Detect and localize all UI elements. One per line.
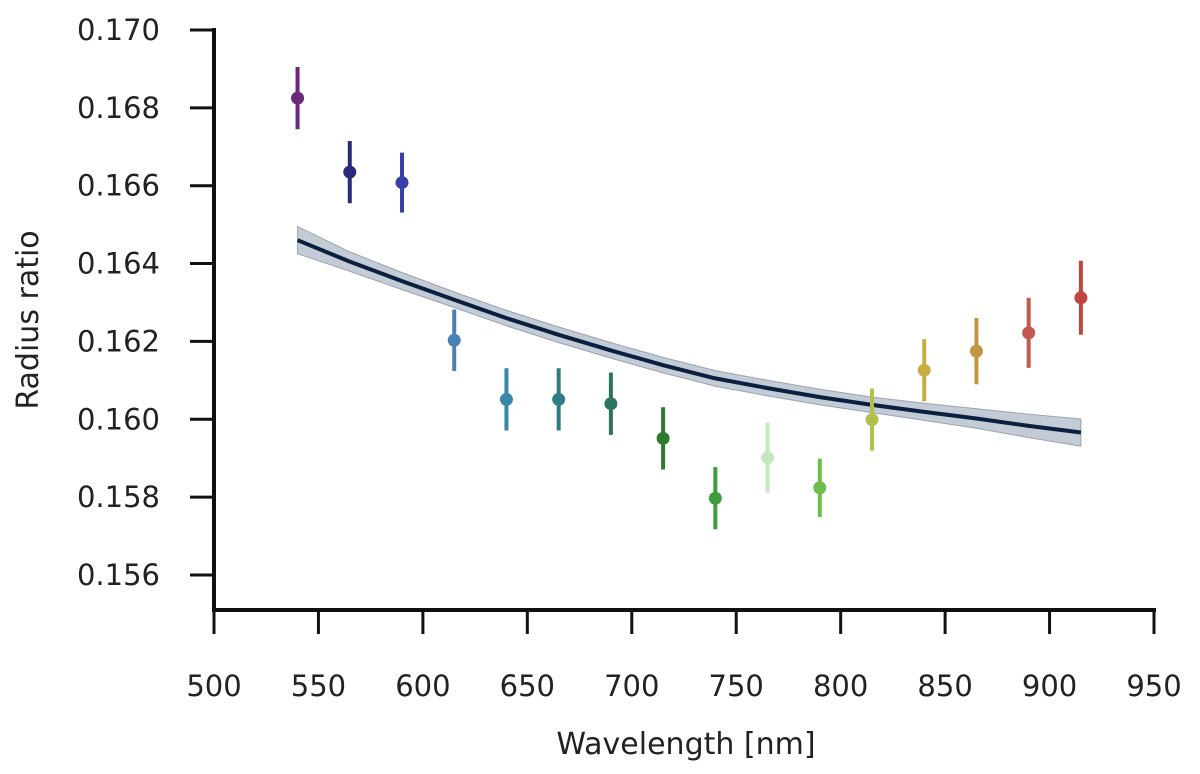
data-point-590 <box>395 152 409 213</box>
data-point-640 <box>499 368 513 431</box>
data-point-840 <box>917 339 931 402</box>
x-tick-label: 550 <box>291 669 346 703</box>
data-marker <box>813 481 827 495</box>
y-tick-label: 0.168 <box>77 91 160 125</box>
data-marker <box>708 491 722 505</box>
data-marker <box>604 397 618 411</box>
x-tick-label: 800 <box>813 669 868 703</box>
y-tick-label: 0.166 <box>77 169 160 203</box>
y-axis-ticks: 0.156 0.158 0.160 0.162 0.164 0.166 0.168 0.170 <box>77 13 214 592</box>
data-point-890 <box>1022 297 1036 368</box>
data-point-815 <box>865 388 879 451</box>
model-uncertainty-band <box>297 225 1082 447</box>
data-point-665 <box>552 368 566 431</box>
y-tick-label: 0.158 <box>77 480 160 514</box>
data-marker <box>395 176 409 190</box>
y-tick-label: 0.162 <box>77 324 160 358</box>
x-tick-label: 500 <box>186 669 241 703</box>
y-tick-label: 0.170 <box>77 13 160 47</box>
x-tick-label: 650 <box>500 669 555 703</box>
data-marker <box>1022 326 1036 340</box>
y-tick-label: 0.164 <box>77 247 160 281</box>
model-line-layer <box>296 238 1082 435</box>
data-marker <box>656 431 670 445</box>
data-marker <box>499 392 513 406</box>
data-point-540 <box>291 66 305 130</box>
x-axis-ticks: 500 550 600 650 700 750 800 850 900 950 <box>186 610 1182 703</box>
x-tick-label: 900 <box>1022 669 1077 703</box>
data-point-740 <box>708 467 722 530</box>
measurement-points <box>291 66 1088 530</box>
data-marker <box>343 165 357 179</box>
model-band-layer <box>297 225 1082 447</box>
data-marker <box>969 344 983 358</box>
data-point-790 <box>813 458 827 517</box>
data-marker <box>291 91 305 105</box>
x-axis-title: Wavelength [nm] <box>556 727 815 762</box>
data-point-915 <box>1074 260 1088 335</box>
data-point-565 <box>343 140 357 204</box>
x-tick-label: 750 <box>709 669 764 703</box>
data-point-765 <box>761 422 775 493</box>
x-tick-label: 850 <box>917 669 972 703</box>
data-marker <box>761 451 775 465</box>
x-tick-label: 950 <box>1126 669 1181 703</box>
axes <box>212 28 1156 612</box>
data-marker <box>1074 291 1088 305</box>
data-marker <box>917 363 931 377</box>
y-axis-title: Radius ratio <box>11 230 46 409</box>
y-tick-label: 0.160 <box>77 402 160 436</box>
data-marker <box>447 333 461 347</box>
x-tick-label: 600 <box>395 669 450 703</box>
data-point-690 <box>604 372 618 435</box>
data-point-865 <box>969 318 983 385</box>
model-line <box>296 238 1082 435</box>
x-tick-label: 700 <box>604 669 659 703</box>
data-marker <box>865 413 879 427</box>
data-point-615 <box>447 309 461 371</box>
y-tick-label: 0.156 <box>77 558 160 592</box>
data-marker <box>552 392 566 406</box>
data-point-715 <box>656 407 670 470</box>
